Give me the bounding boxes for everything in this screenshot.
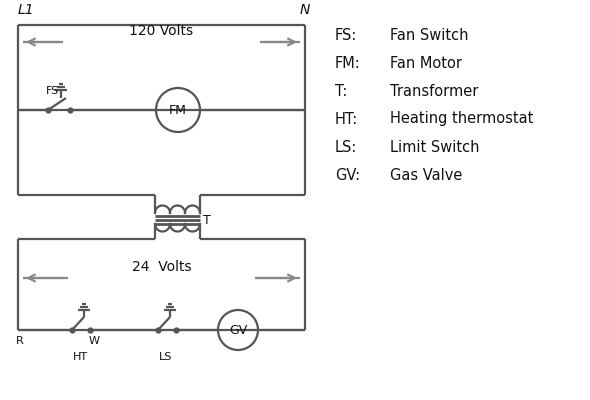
Text: HT:: HT: <box>335 112 358 126</box>
Text: FS: FS <box>46 86 59 96</box>
Text: FS:: FS: <box>335 28 358 42</box>
Text: Fan Motor: Fan Motor <box>390 56 462 70</box>
Text: Limit Switch: Limit Switch <box>390 140 480 154</box>
Text: T:: T: <box>335 84 348 98</box>
Text: R: R <box>16 336 24 346</box>
Text: GV: GV <box>229 324 247 336</box>
Text: LS:: LS: <box>335 140 358 154</box>
Text: Fan Switch: Fan Switch <box>390 28 468 42</box>
Text: 24  Volts: 24 Volts <box>132 260 191 274</box>
Text: W: W <box>88 336 100 346</box>
Text: Heating thermostat: Heating thermostat <box>390 112 533 126</box>
Text: 120 Volts: 120 Volts <box>129 24 194 38</box>
Text: GV:: GV: <box>335 168 360 182</box>
Text: LS: LS <box>159 352 173 362</box>
Text: Gas Valve: Gas Valve <box>390 168 463 182</box>
Text: N: N <box>300 3 310 17</box>
Text: FM:: FM: <box>335 56 360 70</box>
Text: FM: FM <box>169 104 187 116</box>
Text: L1: L1 <box>18 3 35 17</box>
Text: Transformer: Transformer <box>390 84 478 98</box>
Text: T: T <box>203 214 211 226</box>
Text: HT: HT <box>73 352 87 362</box>
